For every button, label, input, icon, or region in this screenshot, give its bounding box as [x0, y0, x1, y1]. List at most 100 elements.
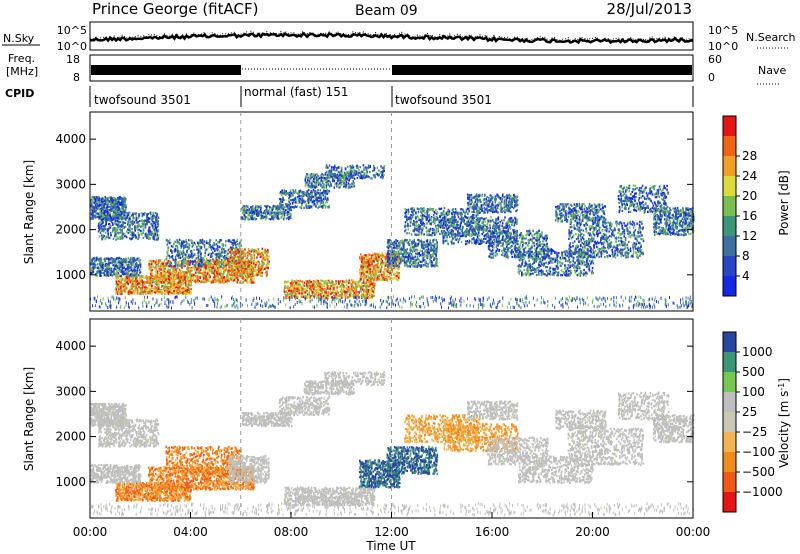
scatter-cell — [150, 269, 152, 272]
scatter-cell — [181, 262, 184, 265]
scatter-cell — [360, 170, 363, 173]
scatter-cell — [100, 234, 103, 237]
scatter-cell — [196, 268, 198, 271]
scatter-cell — [151, 290, 153, 293]
scatter-cell — [152, 289, 155, 292]
scatter-cell — [220, 274, 222, 277]
scatter-cell — [181, 240, 183, 243]
scatter-cell — [103, 212, 106, 215]
scatter-cell — [149, 283, 152, 286]
scatter-cell — [124, 232, 126, 235]
scatter-cell — [167, 274, 170, 278]
scatter-cell — [381, 171, 384, 174]
scatter-cell — [265, 263, 268, 266]
scatter-cell — [174, 249, 177, 252]
scatter-cell — [109, 211, 112, 214]
scatter-cell — [172, 278, 174, 281]
scatter-cell — [288, 197, 290, 200]
scatter-cell — [161, 289, 164, 292]
scatter-cell — [242, 217, 244, 220]
scatter-cell — [272, 207, 274, 210]
scatter-cell — [109, 201, 112, 204]
scatter-cell — [287, 192, 289, 195]
scatter-cell — [186, 267, 188, 271]
scatter-cell — [140, 289, 143, 292]
scatter-cell — [150, 213, 152, 216]
scatter-cell — [257, 210, 259, 213]
scatter-cell — [208, 274, 211, 277]
scatter-cell — [126, 230, 128, 233]
scatter-cell — [184, 289, 187, 293]
scatter-cell — [308, 179, 311, 182]
scatter-cell — [308, 280, 310, 283]
scatter-cell — [136, 277, 138, 280]
scatter-cell — [142, 292, 144, 295]
scatter-cell — [231, 252, 234, 255]
scatter-cell — [352, 180, 355, 183]
scatter-cell — [222, 267, 225, 270]
scatter-cell — [172, 279, 174, 282]
scatter-cell — [142, 229, 145, 232]
scatter-cell — [231, 270, 234, 273]
scatter-cell — [220, 255, 222, 258]
scatter-cell — [249, 254, 252, 257]
scatter-cell — [235, 269, 238, 272]
scatter-cell — [167, 271, 170, 274]
scatter-cell — [247, 217, 249, 220]
scatter-cell — [224, 269, 227, 272]
scatter-cell — [100, 212, 102, 215]
scatter-cell — [283, 198, 286, 202]
scatter-cell — [142, 231, 144, 234]
scatter-cell — [245, 274, 247, 278]
scatter-cell — [168, 273, 171, 276]
scatter-cell — [315, 280, 317, 283]
scatter-cell — [280, 200, 282, 203]
scatter-cell — [293, 206, 296, 209]
scatter-cell — [269, 213, 271, 216]
scatter-cell — [173, 259, 176, 262]
scatter-cell — [144, 292, 147, 295]
scatter-cell — [241, 259, 243, 262]
scatter-cell — [233, 268, 236, 271]
scatter-cell — [107, 216, 109, 219]
scatter-cell — [286, 205, 288, 208]
scatter-cell — [100, 225, 102, 228]
scatter-cell — [238, 257, 241, 260]
scatter-cell — [184, 287, 186, 290]
scatter-cell — [198, 266, 201, 269]
scatter-cell — [216, 280, 218, 283]
scatter-cell — [213, 267, 216, 270]
scatter-cell — [145, 232, 148, 235]
scatter-cell — [253, 249, 256, 252]
scatter-cell — [153, 228, 155, 231]
scatter-cell — [340, 168, 343, 171]
scatter-cell — [228, 249, 231, 252]
scatter-cell — [367, 284, 369, 287]
scatter-cell — [383, 169, 385, 172]
scatter-cell — [104, 227, 106, 230]
scatter-cell — [299, 206, 301, 209]
scatter-cell — [251, 216, 253, 219]
scatter-cell — [162, 288, 165, 291]
scatter-cell — [320, 292, 323, 295]
scatter-cell — [258, 270, 260, 273]
scatter-cell — [309, 206, 311, 209]
scatter-cell — [183, 244, 185, 247]
scatter-cell — [252, 267, 254, 270]
scatter-cell — [164, 285, 166, 288]
scatter-cell — [263, 259, 266, 262]
scatter-cell — [239, 270, 242, 273]
scatter-cell — [133, 291, 136, 294]
scatter-cell — [143, 276, 146, 279]
scatter-cell — [233, 260, 236, 263]
scatter-cell — [150, 276, 152, 279]
scatter-cell — [122, 236, 124, 239]
scatter-cell — [289, 206, 292, 209]
scatter-cell — [197, 255, 200, 258]
scatter-cell — [232, 265, 235, 268]
scatter-cell — [112, 202, 115, 206]
scatter-cell — [136, 290, 139, 293]
scatter-cell — [174, 268, 177, 271]
scatter-cell — [106, 216, 108, 219]
scatter-cell — [289, 202, 292, 205]
